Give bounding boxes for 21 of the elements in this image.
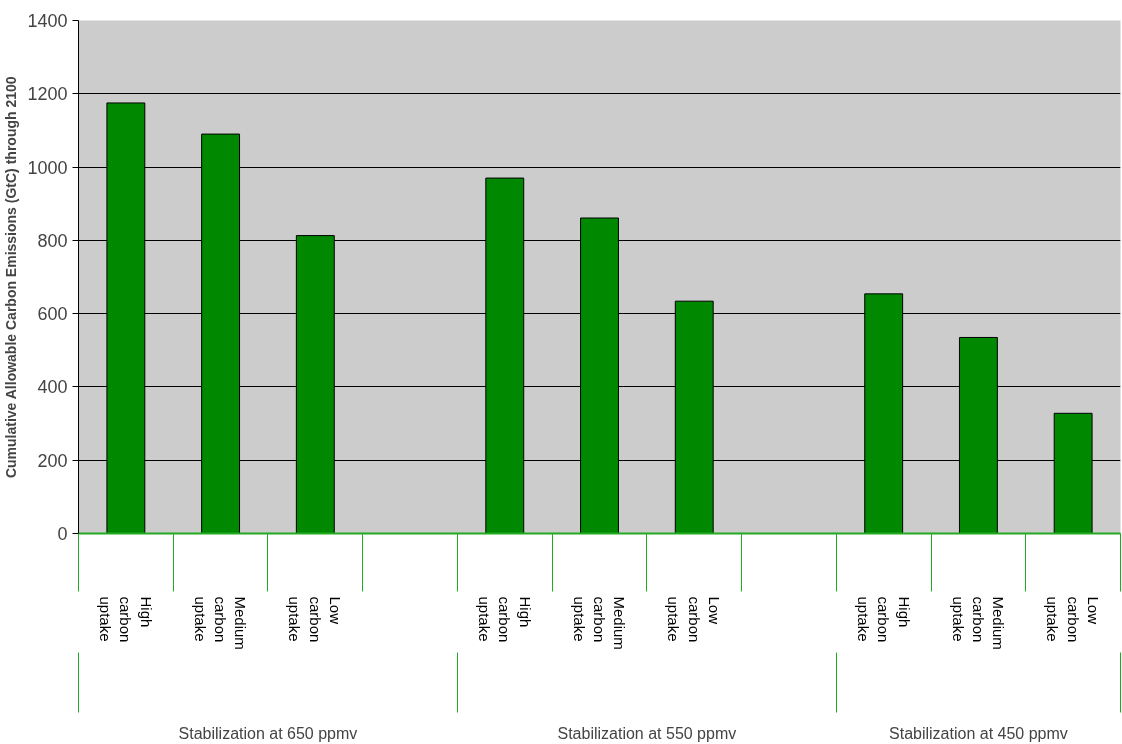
y-tick-label: 0 bbox=[57, 524, 68, 544]
x-tick-label: High carbon uptake bbox=[475, 596, 534, 643]
x-tick-label: Low carbon uptake bbox=[286, 596, 345, 643]
text: Stabilization at 650 ppmv bbox=[178, 724, 358, 742]
y-tick-label: 1200 bbox=[27, 84, 68, 105]
text: Stabilization at 450 ppmv bbox=[889, 724, 1068, 742]
x-tick-label: High carbon uptake bbox=[96, 596, 155, 643]
y-tick-label: 400 bbox=[37, 377, 68, 398]
y-tick-label: 1400 bbox=[27, 11, 68, 31]
x-tick-label: Low carbon uptake bbox=[665, 596, 724, 643]
x-tick-label: Medium carbon uptake bbox=[570, 596, 629, 650]
y-tick-label: 600 bbox=[37, 304, 68, 325]
y-tick-label: 200 bbox=[37, 450, 68, 471]
x-tick-label: Low carbon uptake bbox=[1044, 596, 1103, 643]
y-axis-title: Cumulative Allowable Carbon Emissions (GtC) through 2100 bbox=[3, 76, 20, 479]
y-tick-label: 1000 bbox=[27, 157, 68, 178]
x-tick-label: Medium carbon uptake bbox=[949, 596, 1008, 650]
x-tick-label: Medium carbon uptake bbox=[191, 596, 250, 650]
y-tick-label: 800 bbox=[37, 230, 68, 251]
x-tick-label: High carbon uptake bbox=[854, 596, 913, 643]
text: Stabilization at 550 ppmv bbox=[557, 724, 737, 742]
